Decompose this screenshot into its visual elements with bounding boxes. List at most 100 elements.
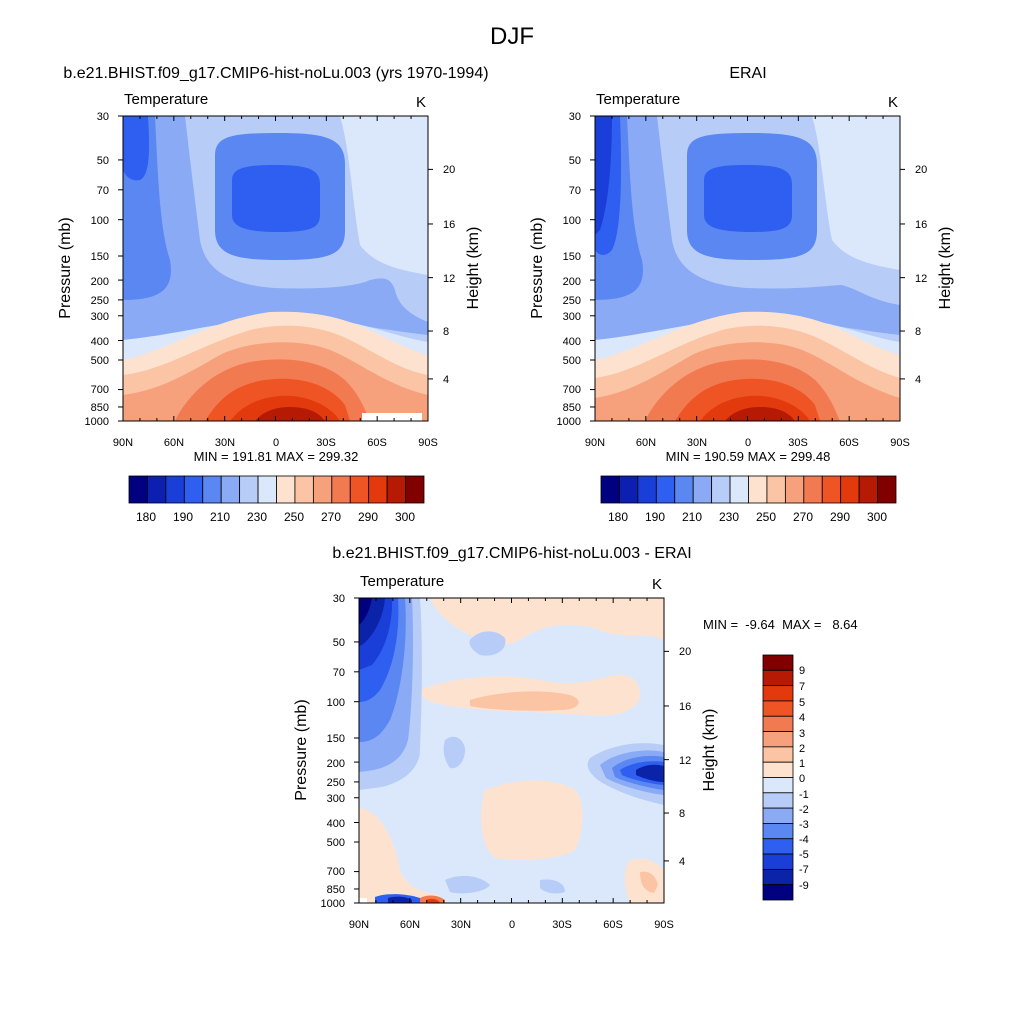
y-right-tick-label: 20 (443, 164, 455, 176)
y-right-tick-label: 4 (915, 374, 921, 386)
colorbar-box (748, 475, 768, 504)
colorbar-box (619, 475, 639, 504)
panel-difference: b.e21.BHIST.f09_g17.CMIP6-hist-noLu.003 … (293, 545, 858, 931)
y-axis-label: Pressure (mb) (293, 699, 310, 800)
colorbar-box (762, 777, 794, 794)
panel-title: b.e21.BHIST.f09_g17.CMIP6-hist-noLu.003 … (332, 545, 691, 562)
x-tick-label: 60S (603, 919, 623, 931)
y-tick-label: 500 (327, 837, 345, 849)
y-right-tick-label: 4 (443, 374, 449, 386)
colorbar-box (368, 475, 388, 504)
colorbar-label: 4 (799, 712, 805, 724)
y-right-axis-label: Height (km) (465, 227, 482, 310)
y-tick-label: 100 (327, 697, 345, 709)
colorbar-box (762, 715, 794, 732)
y-axis-label: Pressure (mb) (57, 217, 74, 318)
y-tick-label: 1000 (321, 898, 345, 910)
x-tick-label: 60N (400, 919, 420, 931)
y-right-tick-label: 12 (443, 273, 455, 285)
y-right-tick-label: 8 (915, 326, 921, 338)
y-tick-label: 700 (327, 866, 345, 878)
min-max-stats: MIN = 191.81 MAX = 299.32 (194, 449, 359, 464)
y-right-tick-label: 16 (443, 219, 455, 231)
colorbar-box (729, 475, 749, 504)
colorbar-label: -9 (799, 880, 809, 892)
colorbar-box (220, 475, 241, 504)
y-tick-label: 850 (563, 402, 581, 414)
y-right-tick-label: 16 (679, 701, 691, 713)
y-right-tick-label: 12 (915, 273, 927, 285)
colorbar-box (711, 475, 731, 504)
colorbar-box (312, 475, 333, 504)
y-tick-label: 300 (327, 793, 345, 805)
left-string: Temperature (596, 91, 680, 108)
min-max-stats: MIN = -9.64 MAX = 8.64 (703, 617, 858, 632)
x-axis: 90N 60N 30N 0 30S 60S 90S (113, 116, 438, 449)
x-tick-label: 90S (890, 437, 910, 449)
y-tick-label: 400 (563, 336, 581, 348)
contour-field (359, 598, 664, 903)
colorbar-box (877, 475, 897, 504)
x-tick-label: 60S (839, 437, 859, 449)
y-tick-label: 300 (563, 311, 581, 323)
colorbar-box (239, 475, 259, 504)
colorbar-label: 270 (321, 510, 341, 524)
colorbar-box (202, 475, 222, 504)
y-axis-right: 20 16 12 8 4 Height (km) (443, 164, 482, 386)
y-tick-label: 30 (97, 111, 109, 123)
y-tick-label: 1000 (557, 416, 581, 428)
colorbar-label: 230 (719, 510, 739, 524)
y-right-tick-label: 20 (915, 164, 927, 176)
y-axis-right: 20 16 12 8 4 Height (km) (915, 164, 954, 386)
x-tick-label: 60N (164, 437, 184, 449)
y-tick-label: 300 (91, 311, 109, 323)
colorbar-label: 300 (395, 510, 415, 524)
right-string: K (416, 94, 426, 111)
y-axis: 30 50 70 100 150 200 250 300 400 500 700… (293, 593, 669, 910)
y-tick-label: 700 (563, 384, 581, 396)
colorbar: 180 190 210 230 250 270 290 300 (128, 475, 425, 524)
colorbar-label: 210 (682, 510, 702, 524)
y-axis: 30 50 70 100 150 200 250 300 400 500 700… (57, 111, 433, 428)
colorbar-box (784, 475, 805, 504)
colorbar-label: 190 (173, 510, 193, 524)
colorbar-label: 9 (799, 665, 805, 677)
figure-title: DJF (490, 23, 534, 50)
colorbar-box (674, 475, 694, 504)
y-tick-label: 50 (569, 155, 581, 167)
y-tick-label: 150 (91, 251, 109, 263)
colorbar-box (762, 700, 794, 717)
colorbar-label: 7 (799, 681, 805, 693)
y-tick-label: 30 (569, 111, 581, 123)
colorbar-label: 0 (799, 773, 805, 785)
colorbar-box (655, 475, 676, 504)
colorbar-box (349, 475, 370, 504)
colorbar-label: 300 (867, 510, 887, 524)
x-tick-label: 0 (509, 919, 515, 931)
colorbar-label: 230 (247, 510, 267, 524)
right-string: K (652, 576, 662, 593)
colorbar-label: 270 (793, 510, 813, 524)
colorbar-box (386, 475, 406, 504)
x-tick-label: 30S (788, 437, 808, 449)
panel-model: b.e21.BHIST.f09_g17.CMIP6-hist-noLu.003 … (57, 65, 489, 524)
y-tick-label: 50 (97, 155, 109, 167)
panel-title: b.e21.BHIST.f09_g17.CMIP6-hist-noLu.003 … (63, 65, 488, 82)
colorbar-box (840, 475, 860, 504)
colorbar-label: 180 (136, 510, 156, 524)
x-tick-label: 0 (745, 437, 751, 449)
colorbar-box (294, 475, 314, 504)
y-right-tick-label: 16 (915, 219, 927, 231)
colorbar-box (405, 475, 425, 504)
right-string: K (888, 94, 898, 111)
y-tick-label: 250 (327, 777, 345, 789)
colorbar-label: 3 (799, 728, 805, 740)
colorbar-box (762, 746, 794, 763)
y-tick-label: 200 (563, 276, 581, 288)
y-tick-label: 70 (97, 185, 109, 197)
y-tick-label: 70 (569, 185, 581, 197)
colorbar-label: 190 (645, 510, 665, 524)
colorbar: 9 7 5 4 3 2 1 0 -1 -2 -3 -4 -5 -7 -9 (762, 654, 809, 901)
colorbar-box (165, 475, 185, 504)
